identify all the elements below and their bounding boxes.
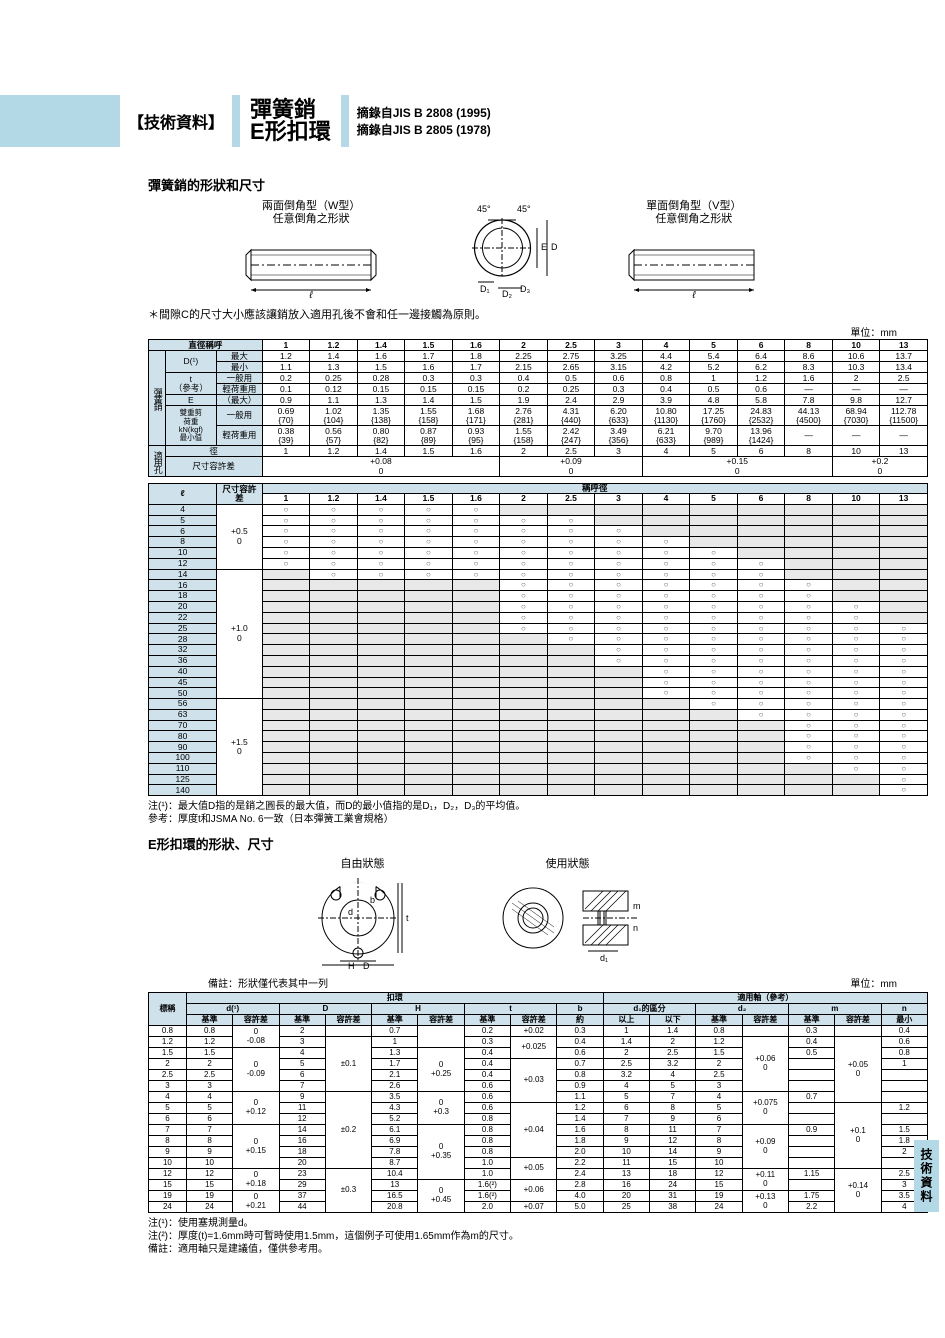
- svg-text:ℓ: ℓ: [691, 290, 696, 300]
- svg-text:ℓ: ℓ: [309, 290, 314, 300]
- spring-pin-table: 直徑稱呼11.21.41.51.622.5345681013彈簧銷D(¹)最大1…: [148, 339, 928, 477]
- svg-text:D₁: D₁: [480, 284, 490, 294]
- svg-text:E: E: [541, 242, 547, 252]
- svg-text:d: d: [348, 907, 353, 917]
- svg-text:45°: 45°: [517, 204, 531, 214]
- diag-w-caption: 兩面倒角型（W型） 任意倒角之形狀: [262, 200, 360, 226]
- svg-text:d₁: d₁: [600, 953, 608, 963]
- diagram-cross-section: 45° 45° E D D₁ D₂ D₃: [442, 200, 562, 300]
- header-band: 【技術資料】 彈簧銷 E形扣環 摘錄自JIS B 2808 (1995) 摘錄自…: [0, 95, 945, 147]
- diagram-ering-use: m n d₁: [488, 873, 648, 973]
- svg-text:m: m: [633, 901, 641, 911]
- ering-cap1: 自由狀態: [341, 855, 385, 871]
- svg-text:n: n: [633, 923, 638, 933]
- ering-note: 備註：形狀僅代表其中一列: [208, 975, 328, 990]
- svg-text:D: D: [363, 961, 370, 971]
- section2-title: E形扣環的形狀、尺寸: [148, 834, 917, 853]
- unit-label-2: 單位：mm: [850, 975, 897, 990]
- spring-pin-diagrams: 兩面倒角型（W型） 任意倒角之形狀 ℓ 45° 45° E D D₁ D₂ D₃ 單面…: [208, 200, 797, 300]
- footnote-1: 注(¹)：最大值D指的是銷之圓長的最大值，而D的最小值指的是D₁，D₂，D₃的平…: [148, 800, 917, 826]
- svg-text:D: D: [551, 242, 558, 252]
- diagram-w-pin: ℓ: [236, 230, 386, 300]
- ering-table: 標稱扣環適用軸（參考）d(¹)DHtbd₁的區分d₂mn基準容許差基準容許差基準…: [148, 992, 928, 1213]
- svg-text:b: b: [370, 895, 375, 905]
- diagram-v-pin: ℓ: [619, 230, 769, 300]
- header-titles: 彈簧銷 E形扣環: [240, 95, 341, 147]
- header-bracket: 【技術資料】: [120, 95, 232, 147]
- footnote-2: 注(¹)：使用塞規測量d。 注(²)：厚度(t)=1.6mm時可暫時使用1.5m…: [148, 1217, 917, 1256]
- diagram-ering-free: d b HD t: [298, 873, 428, 973]
- ering-cap2: 使用狀態: [546, 855, 590, 871]
- svg-text:45°: 45°: [477, 204, 491, 214]
- svg-text:D₃: D₃: [520, 284, 530, 294]
- svg-text:t: t: [406, 913, 409, 923]
- header-sources: 摘錄自JIS B 2808 (1995) 摘錄自JIS B 2805 (1978…: [349, 95, 945, 147]
- svg-text:H: H: [348, 961, 355, 971]
- section1-title: 彈簧銷的形狀和尺寸: [148, 175, 917, 194]
- clearance-note: ＊間隙C的尺寸大小應該讓銷放入適用孔後不會和任一邊接觸為原則。: [148, 306, 917, 322]
- diag-v-caption: 單面倒角型（V型） 任意倒角之形狀: [646, 200, 741, 226]
- svg-text:D₂: D₂: [502, 289, 512, 299]
- unit-label-1: 單位：mm: [28, 324, 897, 339]
- sidebar-tab: 技術資料: [914, 1140, 939, 1212]
- length-diameter-table: ℓ尺寸容許差稱呼徑11.21.41.51.622.53456810134+0.5…: [148, 483, 928, 796]
